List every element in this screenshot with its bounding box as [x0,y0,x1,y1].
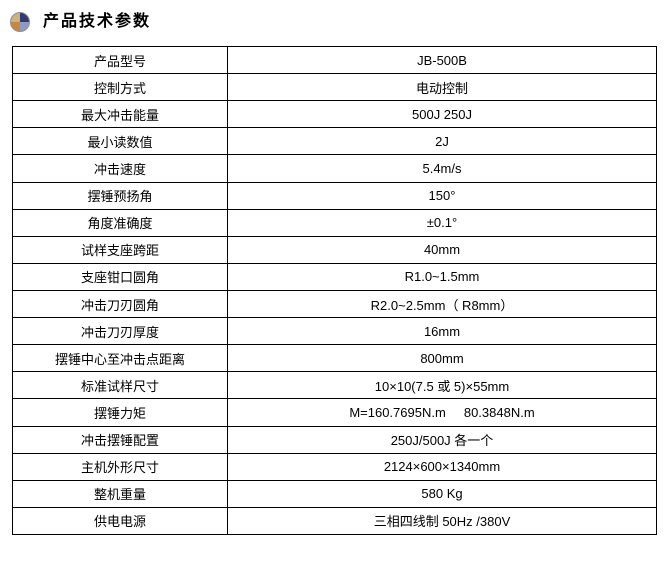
param-value: M=160.7695N.m 80.3848N.m [227,398,657,427]
param-value: 250J/500J 各一个 [227,425,657,454]
table-row: 摆锤力矩 M=160.7695N.m 80.3848N.m [12,398,657,427]
param-label: 角度准确度 [12,208,228,237]
param-value: 580 Kg [227,479,657,508]
table-row: 最大冲击能量 500J 250J [12,100,657,129]
param-value: 5.4m/s [227,154,657,183]
sphere-pie-icon [10,12,30,32]
param-label: 标准试样尺寸 [12,371,228,400]
table-row: 供电电源 三相四线制 50Hz /380V [12,506,657,536]
param-label: 冲击刀刃圆角 [12,289,228,319]
table-row: 整机重量 580 Kg [12,479,657,508]
param-label: 摆锤预扬角 [12,181,228,210]
param-label: 最大冲击能量 [12,100,228,129]
param-label: 冲击摆锤配置 [12,425,228,454]
table-row: 冲击刀刃圆角 R2.0~2.5mm（ R8mm） [12,289,657,319]
product-spec-table: 产品型号 JB-500B 控制方式 电动控制 最大冲击能量 500J 250J 最小读数值 2… [12,45,657,536]
table-row: 试样支座跨距 40mm [12,235,657,264]
param-value: 500J 250J [227,100,657,129]
table-row: 最小读数值 2J [12,127,657,156]
table-row: 冲击刀刃厚度 16mm [12,317,657,346]
param-value: 150° [227,181,657,210]
param-label: 支座钳口圆角 [12,262,228,291]
param-value: 40mm [227,235,657,264]
table-row: 冲击摆锤配置 250J/500J 各一个 [12,425,657,454]
page-title: 产品技术参数 [43,13,152,30]
param-value: ±0.1° [227,208,657,237]
spec-table-container: 产品型号 JB-500B 控制方式 电动控制 最大冲击能量 500J 250J 最小读数值 2… [12,45,670,536]
table-row: 控制方式 电动控制 [12,73,657,102]
spec-table-body: 产品型号 JB-500B 控制方式 电动控制 最大冲击能量 500J 250J 最小读数值 2… [12,45,657,536]
param-label: 摆锤中心至冲击点距离 [12,344,228,373]
table-row: 标准试样尺寸 10×10(7.5 或 5)×55mm [12,371,657,400]
param-value: 800mm [227,344,657,373]
param-value: JB-500B [227,45,657,75]
param-value: 2J [227,127,657,156]
param-label: 最小读数值 [12,127,228,156]
table-row: 冲击速度 5.4m/s [12,154,657,183]
param-value: R2.0~2.5mm（ R8mm） [227,289,657,319]
table-row: 支座钳口圆角 R1.0~1.5mm [12,262,657,291]
param-label: 产品型号 [12,45,228,75]
param-label: 供电电源 [12,506,228,536]
table-row: 产品型号 JB-500B [12,45,657,75]
param-label: 主机外形尺寸 [12,452,228,481]
table-row: 角度准确度 ±0.1° [12,208,657,237]
param-label: 试样支座跨距 [12,235,228,264]
param-label: 整机重量 [12,479,228,508]
page-header: 产品技术参数 [0,0,670,40]
param-label: 冲击速度 [12,154,228,183]
param-value: 2124×600×1340mm [227,452,657,481]
table-row: 摆锤预扬角 150° [12,181,657,210]
param-value: 16mm [227,317,657,346]
param-label: 摆锤力矩 [12,398,228,427]
table-row: 主机外形尺寸 2124×600×1340mm [12,452,657,481]
table-row: 摆锤中心至冲击点距离 800mm [12,344,657,373]
param-value: 电动控制 [227,73,657,102]
param-label: 冲击刀刃厚度 [12,317,228,346]
param-value: R1.0~1.5mm [227,262,657,291]
param-value: 10×10(7.5 或 5)×55mm [227,371,657,400]
param-label: 控制方式 [12,73,228,102]
param-value: 三相四线制 50Hz /380V [227,506,657,536]
